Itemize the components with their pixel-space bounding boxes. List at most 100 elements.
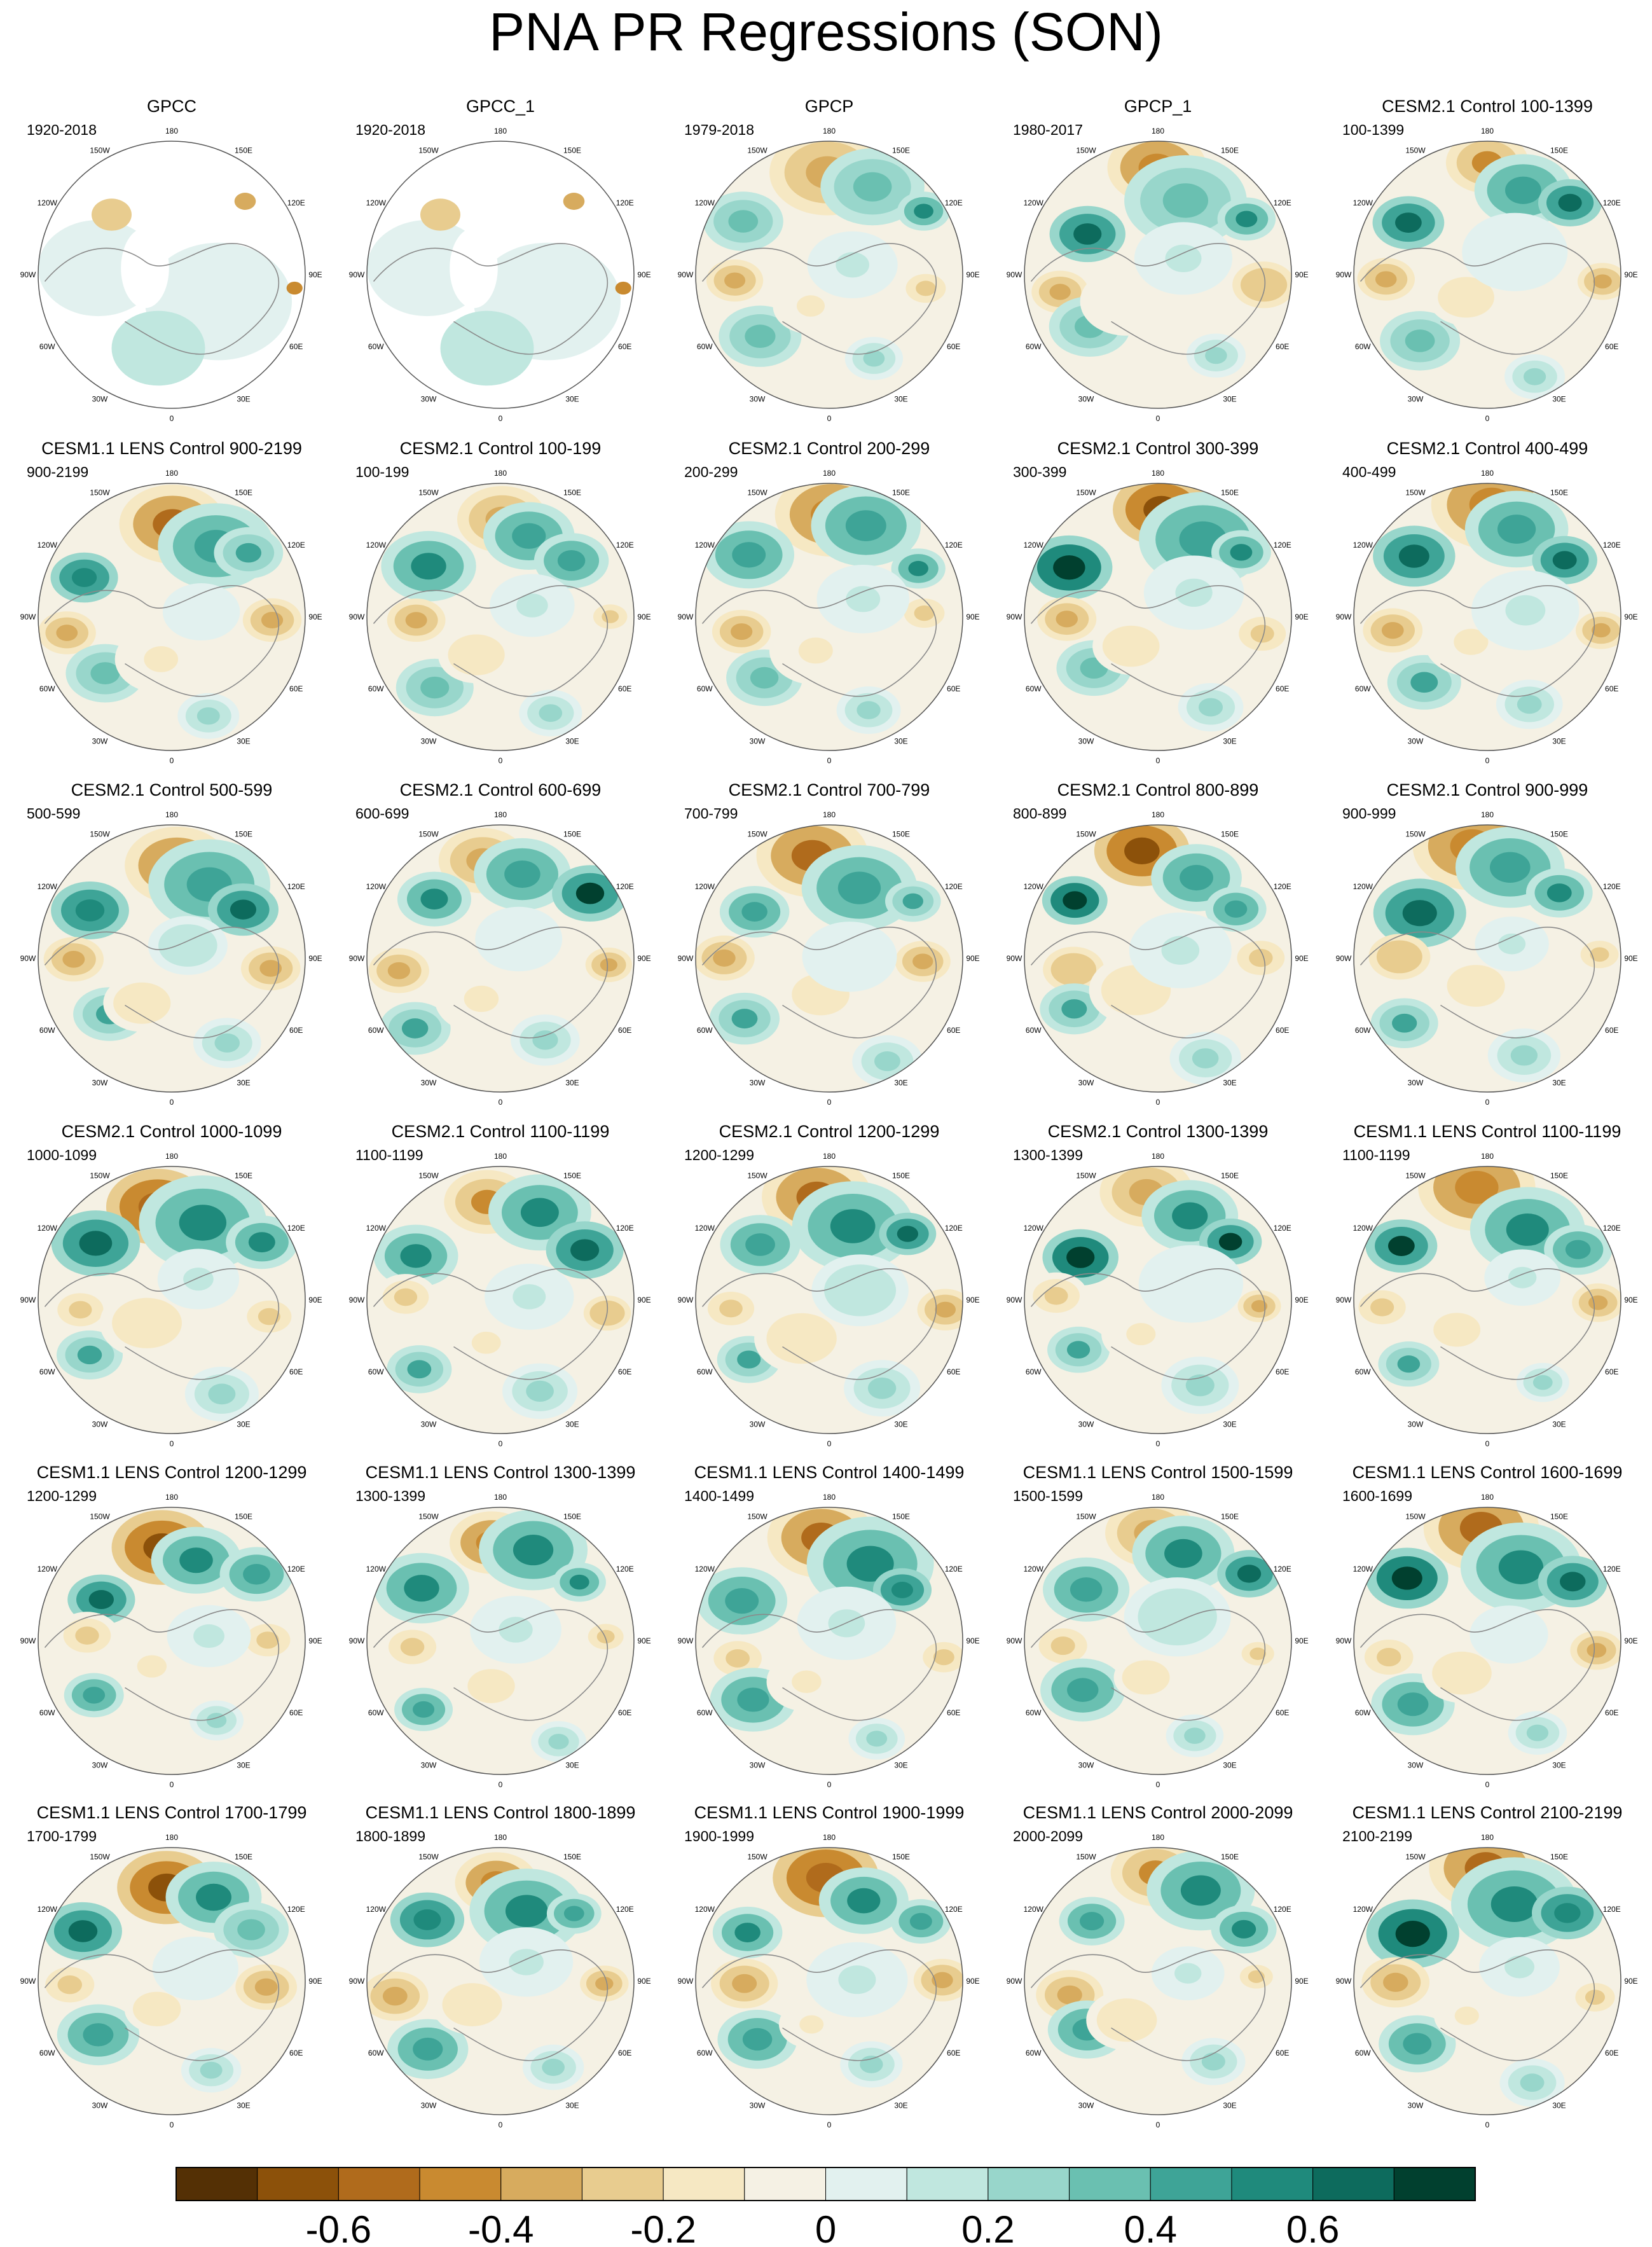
longitude-label: 0 [1156, 2120, 1160, 2129]
longitude-label: 120W [1024, 1905, 1044, 1914]
map-border [366, 1166, 635, 1434]
anomaly-core [206, 1713, 227, 1729]
coastline [373, 927, 609, 1039]
longitude-label: 30E [1223, 395, 1236, 404]
anomaly-core [1218, 1233, 1242, 1251]
longitude-label: 180 [823, 1833, 836, 1842]
longitude-label: 90E [966, 270, 979, 279]
longitude-label: 30E [565, 1761, 579, 1770]
anomaly-core [499, 1617, 533, 1643]
anomaly-core [196, 707, 220, 725]
anomaly-core [512, 523, 546, 549]
anomaly-core [1592, 623, 1611, 638]
anomaly-core [799, 2015, 824, 2034]
anomaly-core [387, 962, 410, 979]
longitude-label: 90W [1007, 1977, 1022, 1986]
longitude-label: 150E [1221, 829, 1239, 838]
anomaly-core [457, 1993, 488, 2016]
map-border [1024, 483, 1292, 751]
anomaly-core [1119, 977, 1153, 1004]
longitude-label: 150E [892, 146, 910, 155]
longitude-label: 60E [1605, 1026, 1618, 1035]
longitude-label: 0 [1485, 414, 1490, 423]
anomaly-core [830, 1209, 876, 1243]
longitude-label: 30W [1078, 1761, 1094, 1770]
colorbar-swatch [176, 2167, 258, 2201]
longitude-label: 90W [20, 612, 36, 621]
longitude-label: 90W [349, 270, 365, 279]
anomaly-core [471, 1331, 501, 1354]
longitude-label: 120W [366, 882, 387, 891]
anomaly-core [179, 1547, 213, 1573]
longitude-label: 30E [237, 1079, 250, 1088]
anomaly-core [1230, 544, 1253, 561]
map-border [38, 1166, 306, 1434]
anomaly-core [1079, 1912, 1105, 1931]
anomaly-core [1498, 933, 1526, 955]
coastline [701, 927, 937, 1039]
anomaly-core [68, 1920, 98, 1942]
anomaly-core [504, 861, 540, 888]
map-panel: CESM2.1 Control 300-399 300-399 180 150E 120… [999, 438, 1317, 778]
anomaly-core [1395, 1921, 1430, 1947]
longitude-label: 150E [892, 1512, 910, 1521]
anomaly-core [909, 1912, 932, 1930]
longitude-label: 60E [1276, 342, 1289, 351]
longitude-label: 150W [1076, 146, 1096, 155]
anomaly-blob [234, 193, 256, 210]
polar-map: 180 150E 120E 90E 60E 30E 0 30W 60W 90W 120W 150W [678, 127, 980, 423]
polar-map: 180 150E 120E 90E 60E 30E 0 30W 60W 90W 120W 150W [1336, 1493, 1638, 1789]
anomaly-core [548, 1734, 569, 1750]
anomaly-core [1053, 555, 1085, 580]
colorbar-tick-label: -0.4 [468, 2208, 533, 2245]
anomaly-core [796, 295, 825, 317]
panel-years: 400-499 [1342, 464, 1396, 480]
longitude-label: 90W [1336, 1296, 1352, 1304]
longitude-label: 60E [618, 1026, 631, 1035]
colorbar-swatch [988, 2167, 1070, 2201]
anomaly-core [1593, 274, 1612, 289]
longitude-label: 90W [678, 1296, 694, 1304]
colorbar-swatch [419, 2167, 502, 2201]
anomaly-core [1250, 625, 1274, 643]
coastline [44, 243, 280, 355]
map-panel: GPCP_1 1980-2017 180 150E 120E 90E 60E 30E 0 30W 6… [999, 95, 1317, 436]
longitude-label: 150W [418, 1852, 439, 1861]
longitude-label: 90E [1624, 612, 1637, 621]
longitude-label: 150W [747, 1512, 767, 1521]
map-border [1353, 1847, 1621, 2115]
longitude-label: 60W [697, 342, 713, 351]
polar-map: 180 150E 120E 90E 60E 30E 0 30W 60W 90W 120W 150W [678, 1493, 980, 1789]
longitude-label: 90W [349, 954, 365, 963]
longitude-label: 120E [616, 1905, 634, 1914]
map-panel: CESM1.1 LENS Control 1500-1599 1500-1599 1… [999, 1462, 1317, 1802]
panel-years: 800-899 [1013, 805, 1067, 822]
anomaly-core [405, 612, 427, 629]
longitude-label: 120E [1274, 1905, 1291, 1914]
polar-map: 180 150E 120E 90E 60E 30E 0 30W 60W 90W 120W 150W [1007, 469, 1309, 765]
anomaly-core [1056, 611, 1078, 628]
longitude-label: 90E [308, 612, 322, 621]
longitude-label: 30W [92, 737, 108, 746]
longitude-label: 90E [1295, 1296, 1308, 1304]
longitude-label: 180 [823, 810, 836, 819]
anomaly-core [1391, 1566, 1422, 1590]
anomaly-core [1070, 1577, 1103, 1602]
panel-title: CESM2.1 Control 1000-1099 [61, 1122, 282, 1141]
longitude-label: 90E [1295, 612, 1308, 621]
anomaly-core [532, 1030, 558, 1050]
anomaly-core [1454, 628, 1489, 655]
longitude-label: 120E [1274, 882, 1291, 891]
longitude-label: 60W [1026, 684, 1042, 693]
anomaly-core [1073, 223, 1102, 245]
longitude-label: 120E [945, 541, 963, 550]
map-border [366, 483, 635, 751]
longitude-label: 60W [368, 684, 384, 693]
coastline [1359, 243, 1595, 355]
longitude-label: 0 [827, 1780, 832, 1789]
map-panel: CESM1.1 LENS Control 1600-1699 1600-1699 1… [1328, 1462, 1646, 1802]
panel-title: CESM1.1 LENS Control 1100-1199 [1353, 1122, 1621, 1141]
anomaly-core [1192, 1048, 1219, 1068]
anomaly-core [248, 1232, 275, 1253]
coastline [1359, 585, 1595, 697]
